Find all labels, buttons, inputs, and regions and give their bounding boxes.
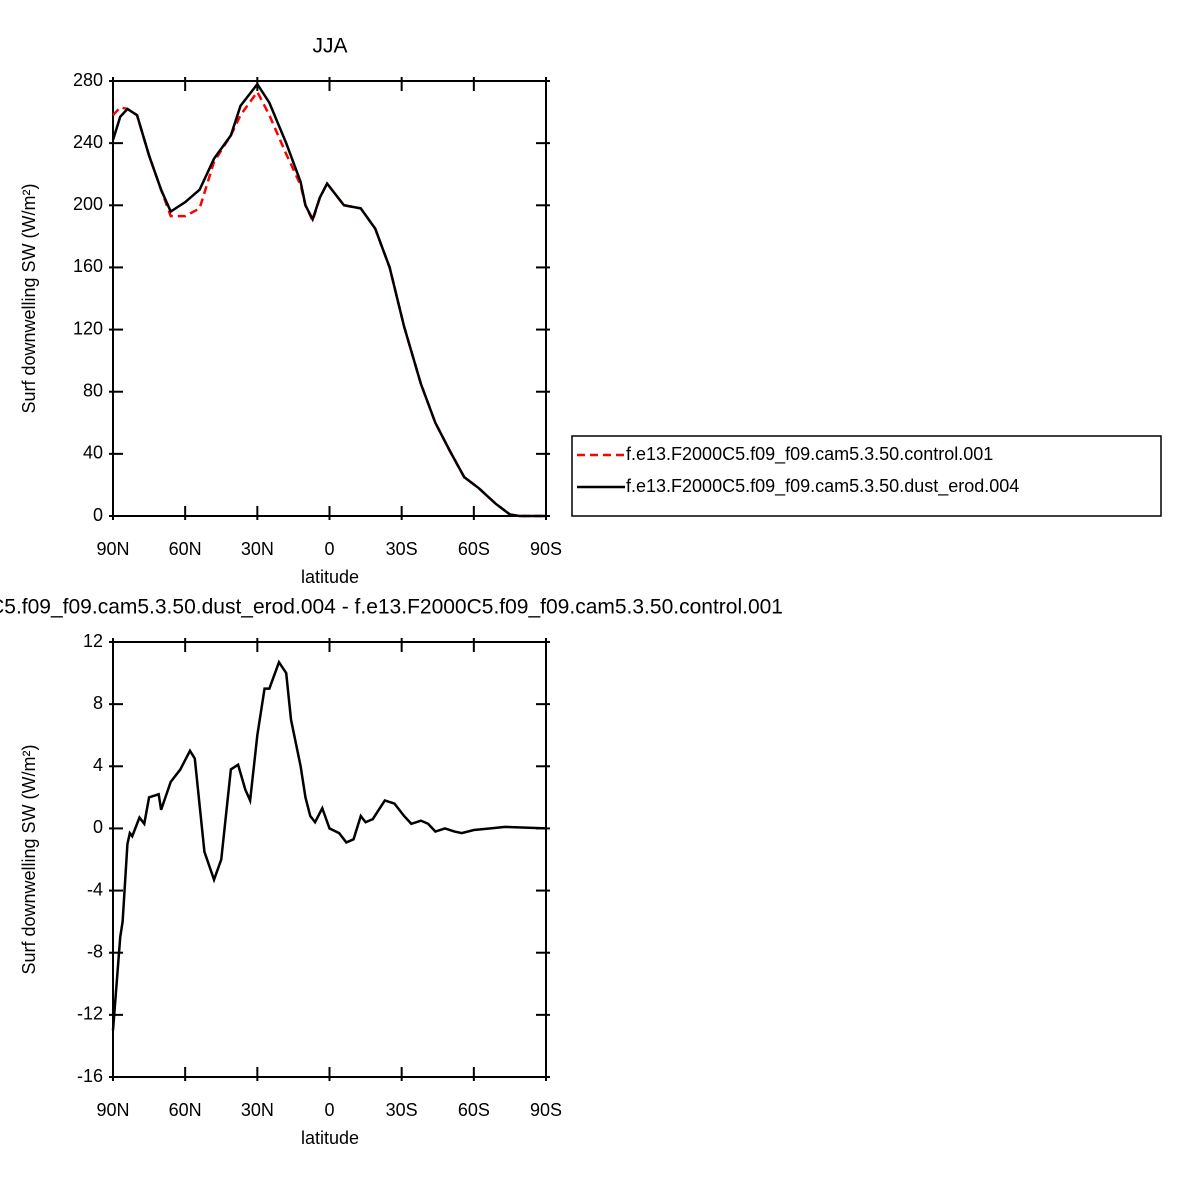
x-tick-label: 90S xyxy=(530,539,562,559)
x-tick-label: 60S xyxy=(458,539,490,559)
x-tick-label: 30N xyxy=(241,1100,274,1120)
plot-frame xyxy=(112,80,547,517)
y-tick-label: 240 xyxy=(73,132,103,152)
y-tick-label: 0 xyxy=(93,817,103,837)
y-tick-label: 120 xyxy=(73,318,103,338)
y-tick-label: 12 xyxy=(83,631,103,651)
chart-title: f.e13.F2000C5.f09_f09.cam5.3.50.dust_ero… xyxy=(0,596,783,619)
x-axis-label: latitude xyxy=(301,567,359,587)
y-axis-label: Surf downwelling SW (W/m²) xyxy=(19,183,39,413)
x-tick-label: 30S xyxy=(386,539,418,559)
y-axis-label: Surf downwelling SW (W/m²) xyxy=(19,744,39,974)
y-tick-label: -8 xyxy=(87,941,103,961)
chart-title: JJA xyxy=(312,35,347,58)
series-line xyxy=(111,81,546,518)
x-tick-label: 90N xyxy=(96,539,129,559)
y-tick-label: 160 xyxy=(73,256,103,276)
legend-box xyxy=(571,435,1162,517)
series-line xyxy=(112,89,546,518)
x-tick-label: 0 xyxy=(324,539,334,559)
x-axis-label: latitude xyxy=(301,1128,359,1148)
y-tick-label: -16 xyxy=(77,1066,103,1086)
y-tick-label: 8 xyxy=(93,693,103,713)
y-tick-label: 0 xyxy=(93,505,103,525)
y-tick-label: 200 xyxy=(73,194,103,214)
x-tick-label: 0 xyxy=(324,1100,334,1120)
x-tick-label: 90S xyxy=(530,1100,562,1120)
x-tick-label: 60S xyxy=(458,1100,490,1120)
x-tick-label: 30S xyxy=(386,1100,418,1120)
y-tick-label: -4 xyxy=(87,879,103,899)
plot-frame xyxy=(112,641,547,1078)
x-tick-label: 60N xyxy=(169,1100,202,1120)
x-tick-label: 60N xyxy=(169,539,202,559)
y-tick-label: 80 xyxy=(83,380,103,400)
x-tick-label: 90N xyxy=(96,1100,129,1120)
y-tick-label: 280 xyxy=(73,70,103,90)
x-tick-label: 30N xyxy=(241,539,274,559)
legend-label: f.e13.F2000C5.f09_f09.cam5.3.50.dust_ero… xyxy=(626,476,1019,497)
y-tick-label: -12 xyxy=(77,1004,103,1024)
y-tick-label: 4 xyxy=(93,755,103,775)
y-tick-label: 40 xyxy=(83,443,103,463)
series-line xyxy=(111,659,547,1031)
legend-label: f.e13.F2000C5.f09_f09.cam5.3.50.control.… xyxy=(626,444,993,465)
